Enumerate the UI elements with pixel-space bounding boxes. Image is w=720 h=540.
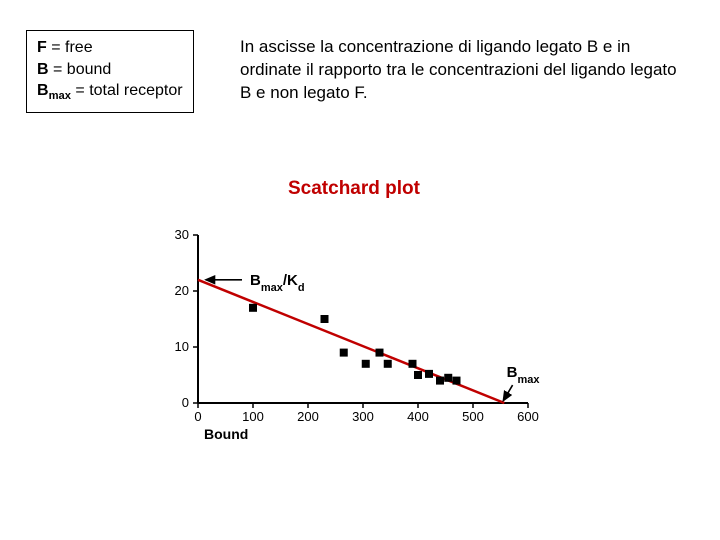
- svg-text:10: 10: [175, 339, 189, 354]
- legend-sym-bmax: Bmax: [37, 82, 71, 99]
- legend-line-3: Bmax = total receptor: [37, 80, 183, 104]
- svg-text:0: 0: [194, 409, 201, 424]
- description-text: In ascisse la concentrazione di ligando …: [240, 36, 690, 105]
- svg-text:Bmax: Bmax: [507, 364, 541, 386]
- scatchard-plot: 0 100 200 300 400 500 600 0 10 20 30 Bound Bmax/Kd Bm…: [140, 225, 570, 455]
- legend-line-1: F = free: [37, 37, 183, 59]
- svg-text:0: 0: [182, 395, 189, 410]
- legend-eq-1: = free: [47, 39, 93, 56]
- legend-sym-f: F: [37, 39, 47, 56]
- svg-text:200: 200: [297, 409, 319, 424]
- svg-text:30: 30: [175, 227, 189, 242]
- svg-text:Bound: Bound: [204, 426, 248, 442]
- legend-eq-2: = bound: [49, 61, 112, 78]
- chart-svg: 0 100 200 300 400 500 600 0 10 20 30 Bound Bmax/Kd Bm…: [140, 225, 570, 455]
- svg-text:20: 20: [175, 283, 189, 298]
- svg-text:Bmax/Kd: Bmax/Kd: [250, 272, 305, 294]
- svg-text:100: 100: [242, 409, 264, 424]
- svg-text:300: 300: [352, 409, 374, 424]
- legend-line-2: B = bound: [37, 59, 183, 81]
- legend-sym-b: B: [37, 61, 49, 78]
- chart-title: Scatchard plot: [288, 178, 420, 200]
- svg-text:600: 600: [517, 409, 539, 424]
- svg-text:500: 500: [462, 409, 484, 424]
- legend-box: F = free B = bound Bmax = total receptor: [26, 30, 194, 113]
- legend-eq-3: = total receptor: [71, 82, 183, 99]
- svg-text:400: 400: [407, 409, 429, 424]
